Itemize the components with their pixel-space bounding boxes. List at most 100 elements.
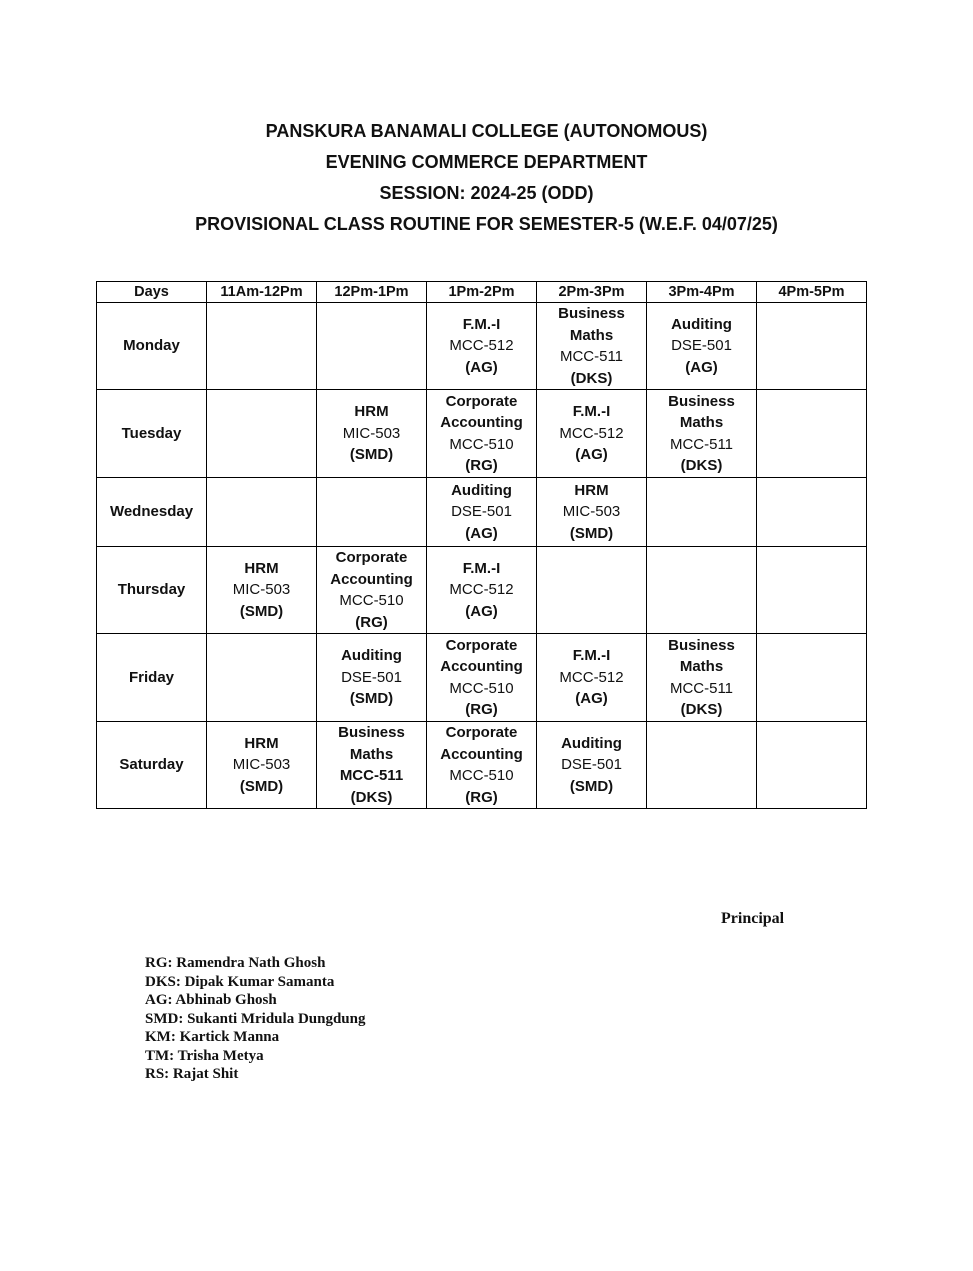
table-header-row: Days 11Am-12Pm 12Pm-1Pm 1Pm-2Pm 2Pm-3Pm 3Pm-4… [96, 281, 867, 303]
day-cell: Friday [96, 633, 207, 722]
class-slot-line: MCC-512 [559, 668, 624, 686]
class-slot-cell: F.M.-I MCC-512 (AG) [426, 546, 537, 634]
class-slot-line: MCC-511 [339, 767, 404, 784]
class-slot-line: F.M.-I [572, 403, 611, 421]
column-header: 11Am-12Pm [206, 281, 317, 303]
class-slot-line: MCC-510 [339, 592, 404, 609]
empty-slot-cell [646, 546, 757, 634]
class-slot-line: (DKS) [570, 369, 613, 387]
class-slot-line: (AG) [465, 524, 498, 542]
class-slot-line: (SMD) [569, 524, 614, 542]
class-slot-line: MCC-511 [669, 679, 734, 697]
class-slot-line: Business [668, 392, 735, 410]
document-header: PANSKURA BANAMALI COLLEGE (AUTONOMOUS) E… [0, 117, 973, 241]
table-row: Tuesday HRM MIC-503 (SMD) Corporate Accountin… [96, 389, 867, 478]
class-slot-line: (AG) [465, 602, 498, 620]
class-slot-cell: Business Maths MCC-511 (DKS) [316, 721, 427, 809]
class-slot-line: (RG) [355, 613, 388, 631]
class-slot-line: (AG) [575, 446, 608, 464]
legend-entry: SMD: Sukanti Mridula Dungdung [145, 1010, 366, 1027]
class-slot-line: Business [338, 724, 405, 741]
class-slot-line: F.M.-I [572, 647, 611, 665]
table-row: Thursday HRM MIC-503 (SMD) Corporate Accounti… [96, 546, 867, 634]
class-slot-cell: Corporate Accounting MCC-510 (RG) [426, 721, 537, 809]
class-slot-cell: Business Maths MCC-511 (DKS) [646, 633, 757, 722]
class-slot-line: Auditing [341, 647, 402, 665]
column-header: 4Pm-5Pm [756, 281, 867, 303]
class-slot-line: DSE-501 [561, 756, 622, 774]
class-slot-line: Maths [569, 326, 614, 344]
class-slot-line: DSE-501 [671, 337, 732, 355]
empty-slot-cell [756, 721, 867, 809]
legend-entry: DKS: Dipak Kumar Samanta [145, 973, 335, 990]
legend-entry: AG: Abhinab Ghosh [145, 992, 277, 1008]
class-slot-line: Accounting [440, 658, 523, 675]
legend-entry: RG: Ramendra Nath Ghosh [145, 955, 326, 971]
college-name: PANSKURA BANAMALI COLLEGE (AUTONOMOUS) [265, 121, 708, 141]
class-slot-line: (AG) [465, 358, 498, 376]
column-header: 3Pm-4Pm [646, 281, 757, 303]
class-slot-line: (RG) [465, 701, 498, 718]
table-row: Monday F.M.-I MCC-512 (AG) Business Maths MCC-… [96, 302, 867, 390]
class-slot-cell: Auditing DSE-501 (SMD) [316, 633, 427, 722]
class-slot-line: Business [558, 305, 625, 322]
principal-signature-label: Principal [721, 910, 785, 927]
department-name: EVENING COMMERCE DEPARTMENT [325, 152, 648, 172]
class-slot-cell: Corporate Accounting MCC-510 (RG) [426, 389, 537, 478]
class-slot-line: (AG) [685, 358, 718, 376]
day-cell: Thursday [96, 546, 207, 634]
routine-title: PROVISIONAL CLASS ROUTINE FOR SEMESTER-5… [195, 214, 778, 234]
class-slot-line: MIC-503 [342, 424, 401, 442]
class-slot-line: Maths [679, 658, 724, 675]
class-slot-line: (SMD) [569, 777, 614, 795]
class-slot-line: Corporate [445, 724, 518, 741]
class-slot-line: MCC-510 [449, 679, 514, 697]
class-slot-cell: Corporate Accounting MCC-510 (RG) [316, 546, 427, 634]
class-slot-cell: F.M.-I MCC-512 (AG) [536, 389, 647, 478]
empty-slot-cell [536, 546, 647, 634]
empty-slot-cell [756, 633, 867, 722]
class-slot-line: MIC-503 [232, 756, 291, 774]
class-slot-line: Maths [349, 745, 394, 763]
faculty-legend: RG: Ramendra Nath Ghosh DKS: Dipak Kumar … [145, 954, 366, 1084]
table-row: Friday Auditing DSE-501 (SMD) Corporate Accou… [96, 633, 867, 722]
class-slot-cell: Business Maths MCC-511 (DKS) [646, 389, 757, 478]
column-header: 12Pm-1Pm [316, 281, 427, 303]
class-slot-line: (DKS) [680, 457, 723, 474]
column-header: Days [96, 281, 207, 303]
class-slot-line: MIC-503 [562, 503, 621, 521]
session-title: SESSION: 2024-25 (ODD) [379, 183, 594, 203]
class-slot-line: MCC-512 [559, 424, 624, 442]
class-slot-line: Auditing [561, 734, 622, 752]
class-slot-line: Business [668, 636, 735, 654]
class-slot-line: Corporate [445, 636, 518, 654]
column-header: 2Pm-3Pm [536, 281, 647, 303]
legend-entry: KM: Kartick Manna [145, 1029, 280, 1045]
empty-slot-cell [316, 477, 427, 547]
empty-slot-cell [756, 477, 867, 547]
class-slot-cell: F.M.-I MCC-512 (AG) [426, 302, 537, 390]
class-slot-line: MCC-511 [669, 435, 734, 453]
class-slot-line: Auditing [671, 315, 732, 333]
legend-entry: TM: Trisha Metya [145, 1047, 264, 1064]
day-cell: Wednesday [96, 477, 207, 547]
class-slot-line: MCC-510 [449, 767, 514, 784]
class-slot-cell: HRM MIC-503 (SMD) [206, 721, 317, 809]
day-cell: Saturday [96, 721, 207, 809]
class-slot-line: HRM [354, 403, 389, 421]
empty-slot-cell [206, 302, 317, 390]
class-slot-line: HRM [574, 481, 609, 499]
class-slot-line: Accounting [330, 570, 413, 588]
class-slot-line: MCC-511 [559, 348, 624, 365]
class-slot-line: F.M.-I [462, 559, 501, 577]
class-slot-cell: HRM MIC-503 (SMD) [206, 546, 317, 634]
class-slot-cell: HRM MIC-503 (SMD) [316, 389, 427, 478]
class-slot-line: MIC-503 [232, 581, 291, 599]
class-routine-table: Days 11Am-12Pm 12Pm-1Pm 1Pm-2Pm 2Pm-3Pm 3Pm-4… [96, 281, 867, 809]
day-cell: Tuesday [96, 389, 207, 478]
class-slot-line: Accounting [440, 414, 523, 431]
class-slot-cell: F.M.-I MCC-512 (AG) [536, 633, 647, 722]
empty-slot-cell [756, 546, 867, 634]
class-slot-line: MCC-512 [449, 337, 514, 355]
class-slot-line: Maths [679, 414, 724, 431]
